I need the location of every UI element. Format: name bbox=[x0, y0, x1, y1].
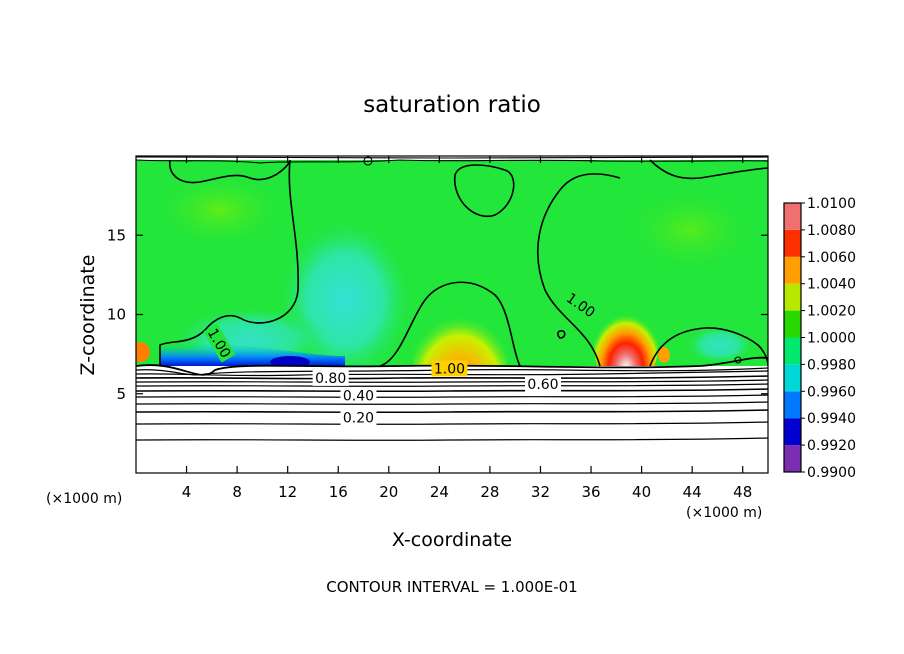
colorbar-swatch bbox=[784, 418, 801, 446]
x-tick-label: 12 bbox=[278, 483, 297, 501]
colorbar-swatch bbox=[784, 256, 801, 284]
x-tick-label: 36 bbox=[581, 483, 600, 501]
contours-stable-layer bbox=[136, 356, 768, 441]
contour-label: 0.80 bbox=[312, 369, 349, 387]
field-yellowgreen-right bbox=[620, 185, 760, 275]
colorbar-tick-label: 0.9920 bbox=[807, 438, 856, 454]
svg-text:0.80: 0.80 bbox=[315, 371, 346, 387]
contour-1.00 bbox=[159, 159, 768, 367]
x-tick-label: 16 bbox=[329, 483, 348, 501]
colorbar-swatch bbox=[784, 310, 801, 338]
colorbar-tick-label: 1.0100 bbox=[807, 196, 856, 212]
contour-label: 0.60 bbox=[525, 376, 562, 393]
y-tick-label: 5 bbox=[116, 385, 126, 403]
y-tick-label: 10 bbox=[107, 306, 126, 324]
x-tick-label: 8 bbox=[232, 483, 242, 501]
field-stable-layer bbox=[136, 366, 768, 473]
colorbar-tick-label: 0.9960 bbox=[807, 384, 856, 400]
y-tick-label: 15 bbox=[107, 226, 126, 244]
x-tick-label: 40 bbox=[632, 483, 651, 501]
chart-title: saturation ratio bbox=[363, 92, 541, 118]
colorbar-swatch bbox=[784, 364, 801, 392]
field-yellowgreen-upper bbox=[150, 170, 290, 250]
svg-text:1.00: 1.00 bbox=[434, 361, 465, 377]
contour-label: 1.00 bbox=[431, 360, 468, 377]
y-axis-label: Z-coordinate bbox=[77, 255, 99, 376]
colorbar-tick-label: 0.9900 bbox=[807, 465, 856, 481]
colorbar-tick-label: 1.0040 bbox=[807, 277, 856, 293]
x-tick-label: 48 bbox=[733, 483, 752, 501]
colorbar-tick-label: 1.0020 bbox=[807, 304, 856, 320]
x-tick-label: 28 bbox=[480, 483, 499, 501]
colorbar-swatch bbox=[784, 283, 801, 311]
contours-top-layer bbox=[136, 156, 768, 364]
x-tick-label: 24 bbox=[430, 483, 449, 501]
svg-text:0.60: 0.60 bbox=[527, 377, 558, 393]
x-tick-label: 4 bbox=[182, 483, 192, 501]
y-axis-ticks: 5 10 15 bbox=[107, 226, 768, 403]
colorbar-swatch bbox=[784, 337, 801, 365]
x-unit-left: (×1000 m) bbox=[46, 491, 122, 507]
x-unit-right: (×1000 m) bbox=[686, 505, 762, 521]
contour-label: 0.20 bbox=[340, 409, 377, 427]
svg-text:0.40: 0.40 bbox=[343, 388, 374, 404]
x-axis-ticks: 4 8 12 16 20 24 28 32 36 40 44 48 bbox=[182, 156, 752, 501]
colorbar: 0.9900 0.9920 0.9940 0.9960 0.9980 1.0000 1.00… bbox=[783, 196, 856, 481]
colorbar-swatch bbox=[784, 445, 801, 472]
field-orange-edge bbox=[136, 342, 150, 362]
svg-text:0.20: 0.20 bbox=[343, 411, 374, 427]
field-cyan-right bbox=[685, 325, 755, 365]
colorbar-swatch bbox=[784, 391, 801, 419]
x-tick-label: 44 bbox=[683, 483, 702, 501]
x-axis-label: X-coordinate bbox=[392, 529, 512, 551]
colorbar-tick-label: 1.0060 bbox=[807, 250, 856, 266]
colorbar-tick-label: 0.9980 bbox=[807, 357, 856, 373]
x-tick-label: 20 bbox=[379, 483, 398, 501]
colorbar-tick-label: 1.0080 bbox=[807, 223, 856, 239]
contour-label: 0.40 bbox=[340, 387, 377, 404]
colorbar-swatch bbox=[784, 229, 801, 257]
x-tick-label: 32 bbox=[531, 483, 550, 501]
colorbar-tick-label: 1.0000 bbox=[807, 331, 856, 347]
field-orange-small bbox=[658, 347, 670, 363]
colorbar-tick-label: 0.9940 bbox=[807, 411, 856, 427]
contour-interval-label: CONTOUR INTERVAL = 1.000E-01 bbox=[326, 578, 577, 596]
colorbar-swatch bbox=[784, 203, 801, 230]
